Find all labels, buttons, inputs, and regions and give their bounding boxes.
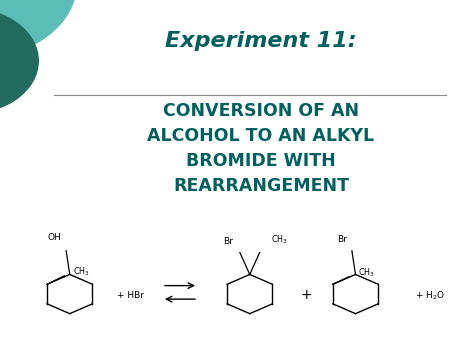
Text: CH$_3$: CH$_3$ — [358, 266, 374, 279]
Circle shape — [0, 8, 38, 113]
Text: OH: OH — [47, 233, 61, 242]
Text: Br: Br — [337, 235, 347, 244]
Text: CONVERSION OF AN
ALCOHOL TO AN ALKYL
BROMIDE WITH
REARRANGEMENT: CONVERSION OF AN ALCOHOL TO AN ALKYL BRO… — [148, 102, 374, 195]
Text: + H$_2$O: + H$_2$O — [415, 290, 445, 302]
Circle shape — [0, 0, 76, 57]
Text: +: + — [300, 288, 312, 302]
Text: Experiment 11:: Experiment 11: — [165, 30, 357, 51]
Text: CH$_3$: CH$_3$ — [73, 265, 90, 277]
Text: CH$_3$: CH$_3$ — [271, 233, 288, 246]
Text: Br: Br — [223, 237, 233, 246]
Text: + HBr: + HBr — [117, 291, 144, 300]
